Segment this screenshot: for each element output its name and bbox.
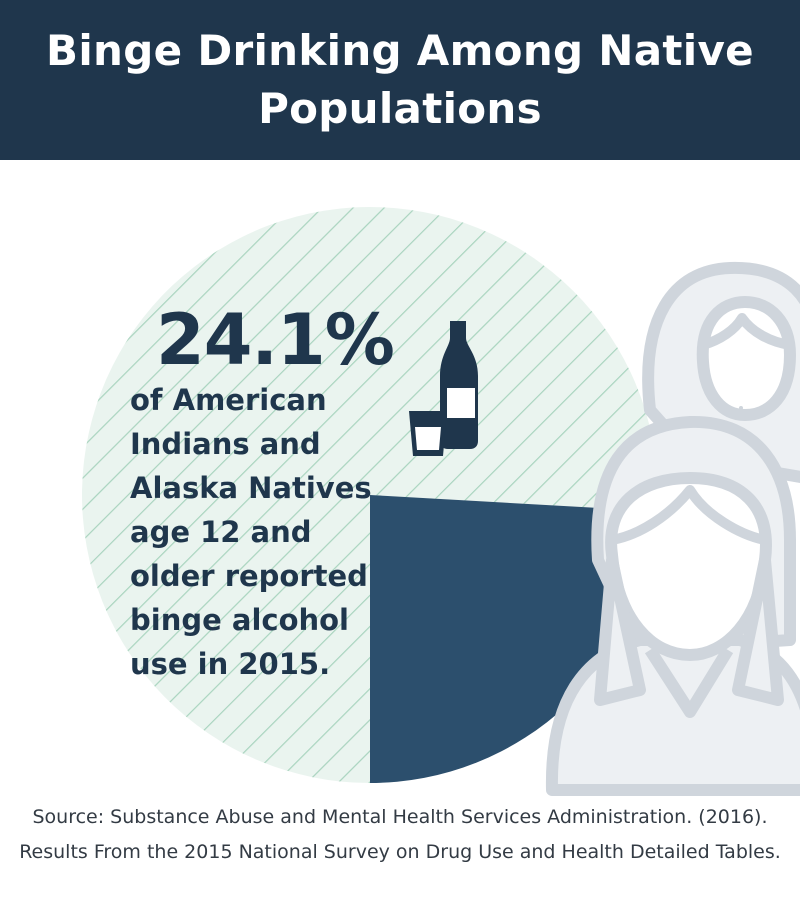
bottle-glass-icon [409,321,478,456]
source-citation: Source: Substance Abuse and Mental Healt… [19,806,781,863]
pie-slice-highlight [370,495,658,783]
statistic-description: of American Indians and Alaska Natives a… [130,383,372,681]
statistic-value: 24.1% [156,299,395,381]
people-icon [545,261,800,796]
pie-chart [82,207,659,784]
header-banner: Binge Drinking Among Native Populations [0,0,800,160]
pie-slice-rest [82,207,659,784]
page-title: Binge Drinking Among Native Populations [46,26,754,133]
infographic-art [82,207,800,796]
front-person [545,415,800,796]
